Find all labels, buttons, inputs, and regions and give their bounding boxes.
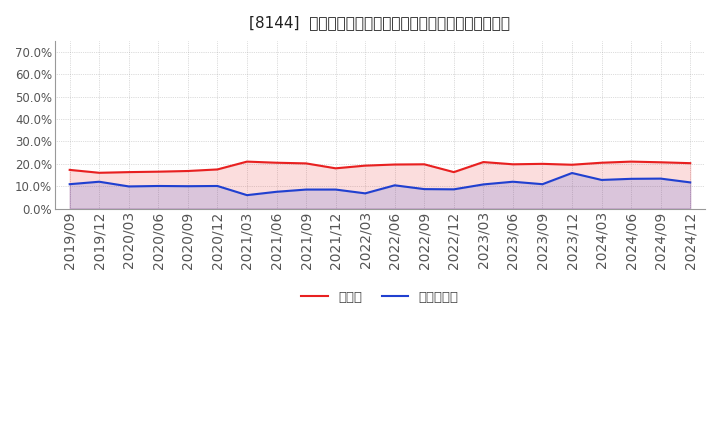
現預金 [95, 170, 104, 176]
Legend: 現預金, 有利子負債: 現預金, 有利子負債 [296, 286, 464, 309]
現預金 [657, 160, 665, 165]
有利子負債 [449, 187, 458, 192]
現預金 [538, 161, 546, 166]
有利子負債 [567, 170, 576, 176]
現預金 [508, 161, 517, 167]
有利子負債 [508, 179, 517, 184]
現預金 [213, 167, 222, 172]
現預金 [420, 161, 428, 167]
有利子負債 [361, 191, 369, 196]
現預金 [567, 162, 576, 167]
有利子負債 [686, 180, 695, 185]
有利子負債 [154, 183, 163, 189]
有利子負債 [125, 184, 133, 189]
現預金 [686, 161, 695, 166]
有利子負債 [479, 182, 487, 187]
有利子負債 [302, 187, 310, 192]
Line: 有利子負債: 有利子負債 [70, 173, 690, 195]
現預金 [331, 166, 340, 171]
現預金 [66, 167, 74, 172]
有利子負債 [420, 187, 428, 192]
現預金 [184, 169, 192, 174]
現預金 [125, 169, 133, 175]
有利子負債 [95, 179, 104, 184]
現預金 [154, 169, 163, 174]
現預金 [243, 159, 251, 164]
現預金 [390, 162, 399, 167]
Title: [8144]  現預金、有利子負債の総資産に対する比率の推移: [8144] 現預金、有利子負債の総資産に対する比率の推移 [249, 15, 510, 30]
現預金 [449, 169, 458, 175]
有利子負債 [243, 192, 251, 198]
現預金 [627, 159, 636, 164]
有利子負債 [213, 183, 222, 189]
有利子負債 [627, 176, 636, 181]
有利子負債 [184, 183, 192, 189]
現預金 [479, 159, 487, 165]
有利子負債 [657, 176, 665, 181]
現預金 [598, 160, 606, 165]
現預金 [361, 163, 369, 168]
現預金 [272, 160, 281, 165]
現預金 [302, 161, 310, 166]
有利子負債 [390, 183, 399, 188]
有利子負債 [66, 182, 74, 187]
Line: 現預金: 現預金 [70, 161, 690, 173]
有利子負債 [538, 182, 546, 187]
有利子負債 [272, 189, 281, 194]
有利子負債 [598, 177, 606, 183]
有利子負債 [331, 187, 340, 192]
